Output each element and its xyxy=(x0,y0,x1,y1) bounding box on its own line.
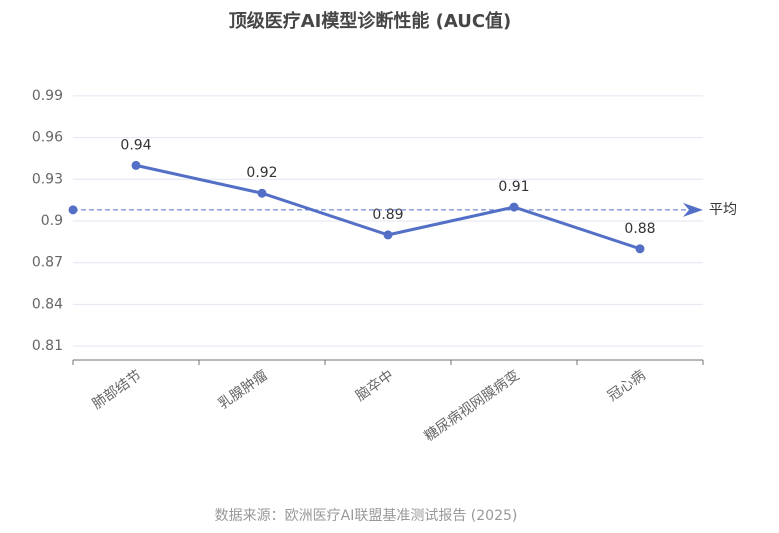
data-label: 0.92 xyxy=(246,165,277,181)
y-tick-label: 0.81 xyxy=(32,338,63,354)
x-tick-label: 肺部结节 xyxy=(90,367,145,412)
y-tick-label: 0.96 xyxy=(32,130,63,146)
data-label: 0.89 xyxy=(372,207,403,223)
data-label: 0.91 xyxy=(498,179,529,195)
x-tick-label: 乳腺肿瘤 xyxy=(215,367,271,413)
chart-title: 顶级医疗AI模型诊断性能 (AUC值) xyxy=(229,10,512,32)
average-arrow xyxy=(683,202,703,217)
y-tick-label: 0.84 xyxy=(32,296,63,312)
data-label: 0.94 xyxy=(120,137,151,153)
x-tick-label: 冠心病 xyxy=(605,367,649,404)
average-label: 平均 xyxy=(709,202,737,218)
data-point xyxy=(383,230,393,240)
source-note: 数据来源：欧洲医疗AI联盟基准测试报告 (2025) xyxy=(215,507,518,524)
data-point xyxy=(635,244,645,254)
y-tick-label: 0.9 xyxy=(41,213,63,229)
x-tick-label: 脑卒中 xyxy=(353,367,397,404)
data-label: 0.88 xyxy=(624,221,655,237)
data-point xyxy=(257,188,267,198)
data-point xyxy=(509,202,519,212)
y-tick-label: 0.87 xyxy=(32,255,63,271)
y-tick-label: 0.99 xyxy=(32,88,63,104)
data-point xyxy=(131,160,141,170)
x-tick-label: 糖尿病视网膜病变 xyxy=(422,367,523,444)
y-tick-label: 0.93 xyxy=(32,171,63,187)
